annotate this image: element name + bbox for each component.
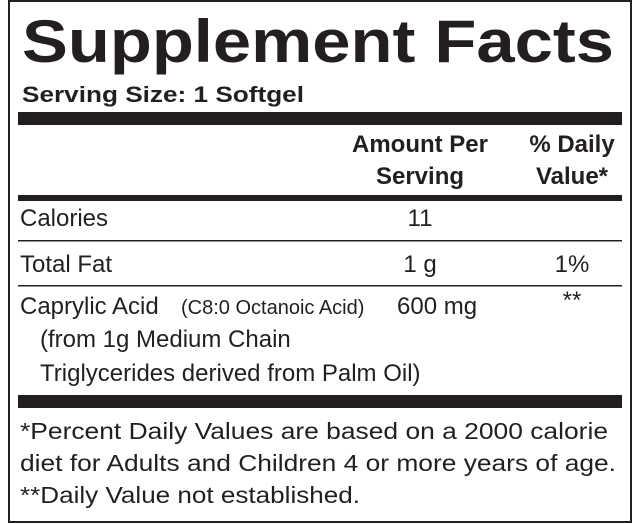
header-amount: Amount Per [352,131,488,158]
row-name: Calories [20,205,108,232]
row-note: (C8:0 Octanoic Acid) [181,297,364,319]
header-amount: Serving [376,163,464,190]
footnote: diet for Adults and Children 4 or more y… [20,450,616,476]
footnote: *Percent Daily Values are based on a 200… [20,418,608,444]
row-amount: 600 mg [397,293,477,320]
thick-rule [18,112,622,125]
row-rule [18,240,622,242]
row-detail: (from 1g Medium Chain [40,326,291,353]
row-daily-value: ** [563,287,582,314]
label-border [8,0,632,523]
row-detail: Triglycerides derived from Palm Oil) [40,360,421,387]
header-daily-value: Value* [536,163,609,190]
row-name: Total Fat [20,251,112,278]
thick-rule [18,395,622,408]
serving-size: Serving Size: 1 Softgel [22,82,304,107]
row-daily-value: 1% [555,251,590,278]
row-name: Caprylic Acid [20,293,159,320]
header-rule [18,195,622,201]
header-daily-value: % Daily [529,131,615,158]
footnote: **Daily Value not established. [20,482,360,508]
row-amount: 11 [408,205,433,232]
row-amount: 1 g [403,251,436,278]
title: Supplement Facts [22,8,614,75]
row-rule [18,285,622,287]
